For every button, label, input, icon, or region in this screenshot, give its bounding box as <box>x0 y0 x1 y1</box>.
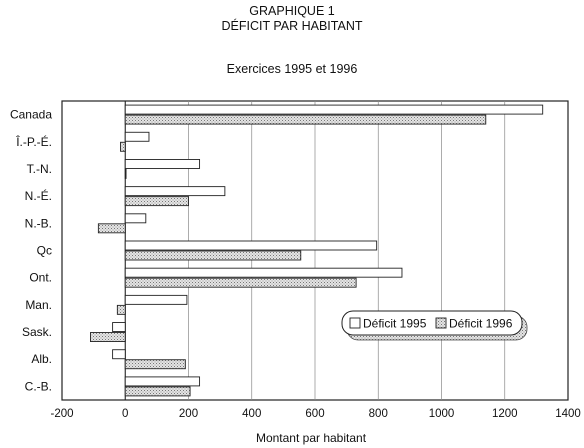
category-label: C.-B. <box>25 379 52 393</box>
x-tick-label: 200 <box>179 408 198 420</box>
bar-1995 <box>112 322 126 332</box>
category-label: Qc <box>37 244 52 258</box>
bar-1996 <box>124 359 186 370</box>
x-tick-label: -200 <box>50 408 73 420</box>
bar-1995 <box>124 131 150 142</box>
bar-1995 <box>124 104 544 115</box>
legend-label: Déficit 1996 <box>449 317 513 331</box>
bar-1995 <box>124 159 201 169</box>
bar-1996 <box>124 169 127 179</box>
x-tick-label: 1200 <box>492 408 518 420</box>
category-label: N.-É. <box>25 188 52 203</box>
category-label: T.-N. <box>27 162 52 176</box>
bar-1995 <box>124 213 147 224</box>
bar-1996 <box>124 386 191 397</box>
x-tick-label: 600 <box>305 408 324 420</box>
x-tick-label: 800 <box>369 408 388 420</box>
bar-1996 <box>116 304 126 315</box>
category-label: N.-B. <box>25 216 52 230</box>
bar-1995 <box>124 294 188 305</box>
bar-1995 <box>112 349 126 360</box>
category-label: Man. <box>25 298 52 312</box>
legend-swatch <box>435 317 447 329</box>
bar-1996 <box>124 114 487 125</box>
bar-1996 <box>124 277 357 288</box>
bar-1996 <box>124 250 302 261</box>
category-label: Alb. <box>31 352 52 366</box>
chart-title-line2: DÉFICIT PAR HABITANT <box>221 19 363 33</box>
category-label: Ont. <box>29 271 52 285</box>
bar-1996 <box>97 223 126 234</box>
chart-subtitle: Exercices 1995 et 1996 <box>226 62 358 76</box>
x-tick-label: 1400 <box>555 408 581 420</box>
category-label: Î.-P.-É. <box>15 134 52 149</box>
legend-label: Déficit 1995 <box>363 317 427 331</box>
bar-1995 <box>124 186 226 197</box>
x-tick-label: 1000 <box>429 408 455 420</box>
bar-1995 <box>124 376 201 387</box>
bar-1996 <box>90 332 126 342</box>
x-axis-label: Montant par habitant <box>256 431 367 445</box>
category-label: Sask. <box>22 325 52 339</box>
category-label: Canada <box>10 108 52 122</box>
bar-1996 <box>124 196 189 207</box>
bar-1995 <box>124 240 378 251</box>
legend-swatch <box>349 317 361 329</box>
bar-1996 <box>120 141 126 152</box>
legend-box <box>341 310 523 336</box>
bar-1995 <box>124 267 403 278</box>
x-tick-label: 400 <box>242 408 261 420</box>
x-tick-label: 0 <box>122 408 128 420</box>
chart-title-line1: GRAPHIQUE 1 <box>249 4 335 18</box>
